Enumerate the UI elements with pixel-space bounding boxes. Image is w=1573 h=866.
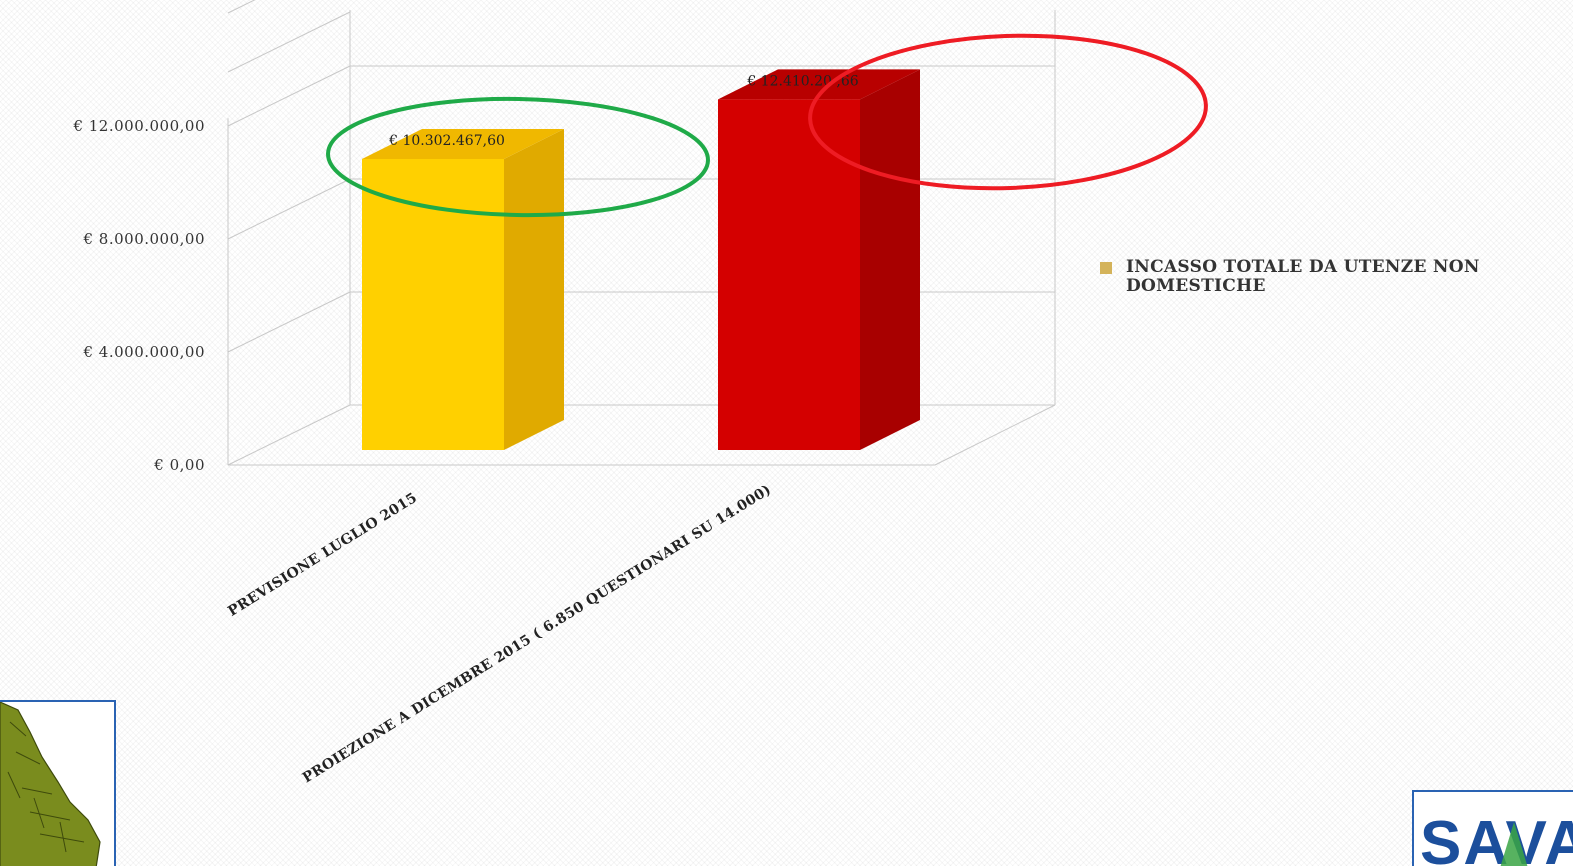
legend-swatch <box>1100 262 1112 274</box>
y-tick-label: € 8.000.000,00 <box>82 230 205 248</box>
logo-icon: SAVA <box>1420 809 1573 866</box>
bar-front <box>362 158 504 450</box>
red-annotation-ellipse <box>808 33 1208 191</box>
logo-text: SAVA <box>1420 809 1573 866</box>
map-icon <box>0 702 101 866</box>
annotations <box>326 33 1208 218</box>
y-tick-label: € 0,00 <box>153 456 205 474</box>
chart-grid <box>227 0 1056 466</box>
gridline-left <box>227 0 256 14</box>
bar-top <box>362 128 564 159</box>
x-category-label: PREVISIONE LUGLIO 2015 <box>225 490 420 620</box>
bar-front <box>718 99 860 450</box>
gridline-left <box>227 178 351 240</box>
y-axis-tick-labels: € 0,00 € 4.000.000,00 € 8.000.000,00 € 12.0… <box>72 117 205 474</box>
legend: INCASSO TOTALE DA UTENZE NON DOMESTICHE <box>1100 258 1560 296</box>
legend-label: INCASSO TOTALE DA UTENZE NON DOMESTICHE <box>1126 258 1480 296</box>
left-wall-top <box>227 11 351 73</box>
bar-data-label: € 10.302.467,60 <box>388 133 505 149</box>
legend-label-line2: DOMESTICHE <box>1126 276 1266 296</box>
gridline-left <box>227 65 351 127</box>
y-tick-label: € 12.000.000,00 <box>72 117 205 135</box>
bar-top <box>718 69 920 100</box>
gridline-left <box>227 404 351 466</box>
region-map-image <box>0 700 116 866</box>
green-annotation-ellipse <box>326 96 710 218</box>
bar-side <box>504 128 564 450</box>
bars <box>362 69 920 450</box>
floor-right-edge <box>934 404 1056 466</box>
gridline-left <box>227 291 351 353</box>
sava-logo: SAVA <box>1412 790 1573 866</box>
legend-label-line1: INCASSO TOTALE DA UTENZE NON <box>1126 257 1480 277</box>
bar-side <box>860 69 920 450</box>
y-tick-label: € 4.000.000,00 <box>82 343 205 361</box>
